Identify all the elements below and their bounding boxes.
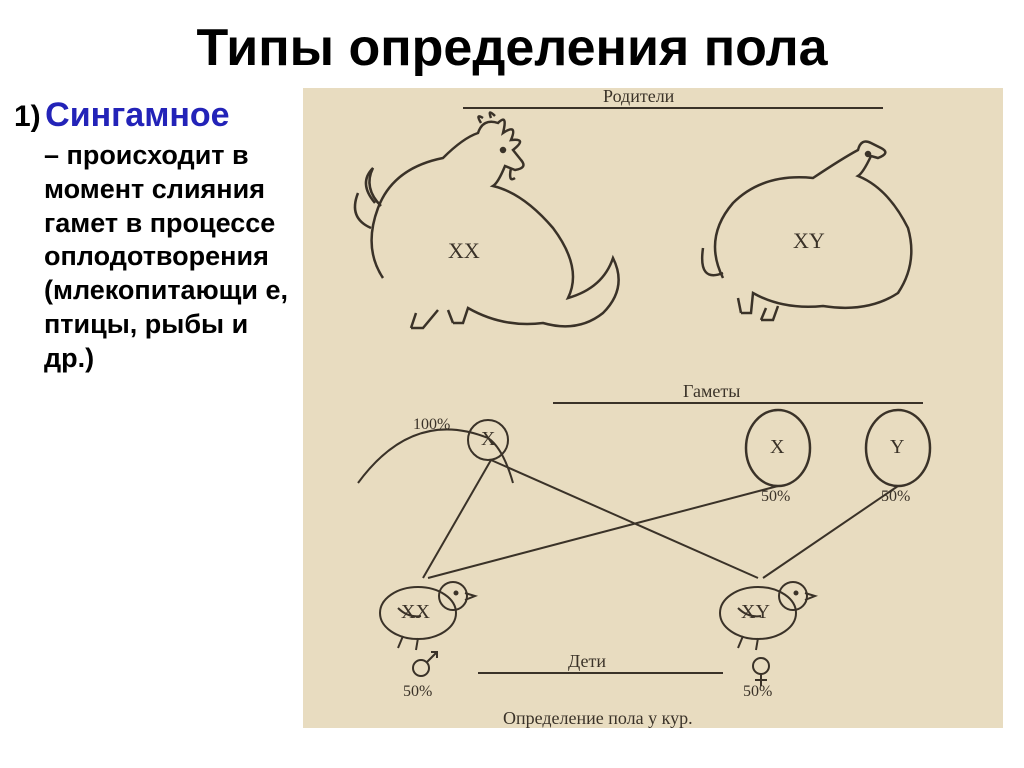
label-gametes: Гаметы (683, 381, 740, 402)
content-row: 1) Сингамное – происходит в момент слиян… (0, 88, 1024, 728)
list-number: 1) (14, 100, 41, 133)
sperm-label: X (481, 428, 495, 451)
term: Сингамное (45, 96, 229, 134)
page-title: Типы определения пола (0, 0, 1024, 88)
rooster-genotype: XX (448, 238, 480, 264)
egg1-label: X (770, 436, 784, 459)
diagram-panel: Родители XX XY Гаметы 100% X X Y 50% 50%… (303, 88, 1016, 728)
chick2-pct: 50% (743, 683, 772, 701)
egg1-pct: 50% (761, 488, 790, 506)
label-parents: Родители (603, 86, 674, 107)
chick1-genotype: XX (401, 601, 430, 624)
egg2-label: Y (890, 436, 904, 459)
hen-genotype: XY (793, 228, 825, 254)
text-column: 1) Сингамное – происходит в момент слиян… (8, 88, 303, 728)
egg2-pct: 50% (881, 488, 910, 506)
diagram-svg (303, 88, 1023, 728)
label-children: Дети (568, 651, 606, 672)
diagram-caption: Определение пола у кур. (503, 708, 693, 729)
sperm-pct: 100% (413, 416, 450, 434)
chick2-genotype: XY (741, 601, 770, 624)
definition-text: – происходит в момент слияния гамет в пр… (14, 135, 303, 375)
chick1-pct: 50% (403, 683, 432, 701)
